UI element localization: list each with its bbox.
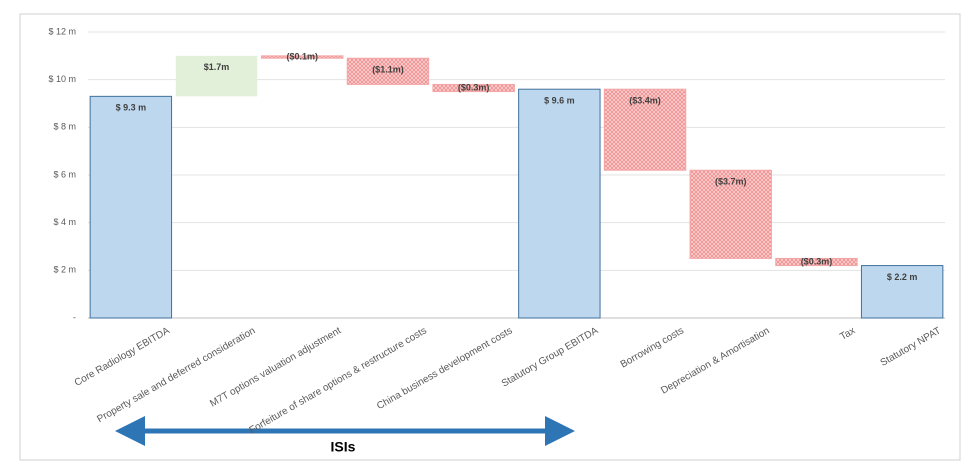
- y-tick-label: $ 2 m: [53, 265, 76, 275]
- bar: [518, 88, 601, 319]
- value-label: ($0.3m): [801, 256, 833, 266]
- bar: [603, 88, 687, 171]
- y-tick-label: $ 8 m: [53, 122, 76, 132]
- bar: [775, 257, 858, 267]
- value-label: $ 9.6 m: [544, 96, 575, 106]
- value-label: ($0.1m): [286, 51, 318, 61]
- y-tick-label: $ 4 m: [53, 217, 76, 227]
- annotation: ISIs: [331, 439, 356, 455]
- value-label: ($1.1m): [372, 65, 404, 75]
- bar: [89, 95, 173, 319]
- bar: [432, 83, 515, 93]
- y-tick-label: $ 6 m: [53, 169, 76, 179]
- y-tick-label: $ 12 m: [48, 26, 76, 36]
- bar: [689, 169, 772, 259]
- value-label: $ 2.2 m: [887, 272, 918, 282]
- y-tick-label: $ 10 m: [48, 74, 76, 84]
- bar: [175, 55, 258, 97]
- y-tick-label: -: [73, 312, 76, 322]
- value-label: ($3.7m): [715, 177, 747, 187]
- bar: [346, 57, 430, 85]
- bar: [261, 55, 344, 59]
- value-label: $ 9.3 m: [116, 103, 147, 113]
- bar: [860, 265, 944, 319]
- value-label: $1.7m: [204, 62, 230, 72]
- value-label: ($0.3m): [458, 82, 490, 92]
- value-label: ($3.4m): [629, 96, 661, 106]
